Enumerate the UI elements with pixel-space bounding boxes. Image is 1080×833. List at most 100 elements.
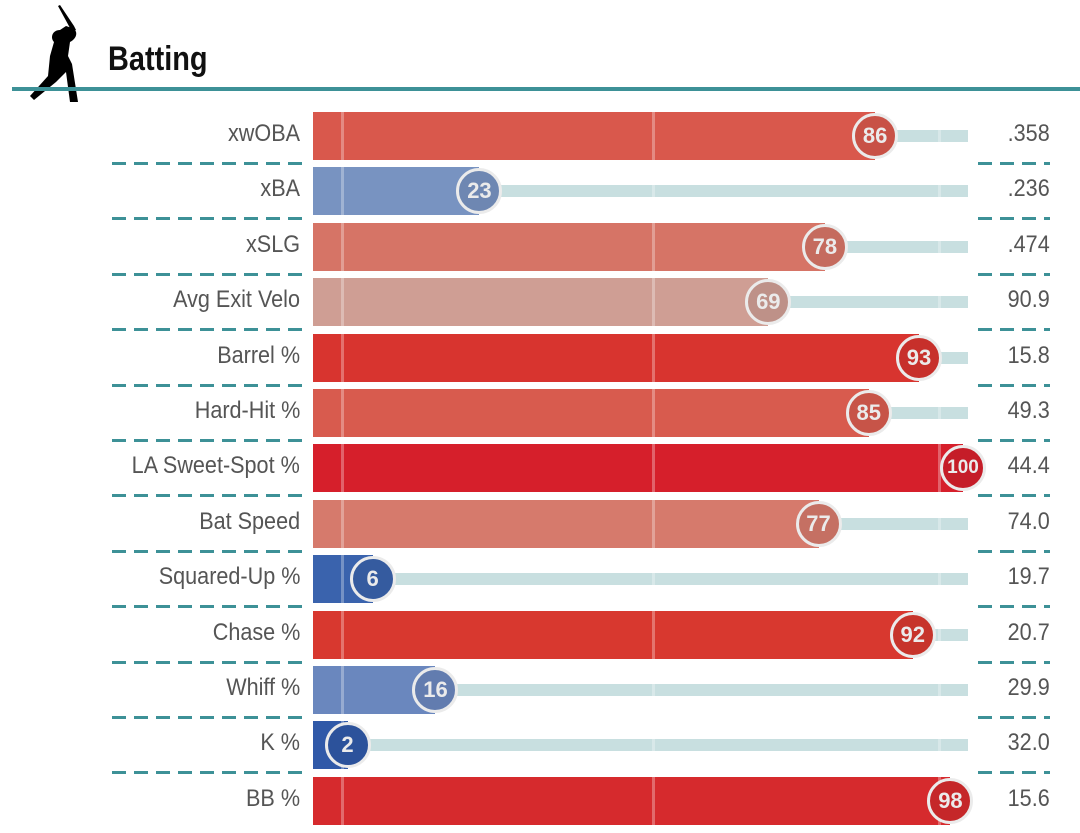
gridline [938, 167, 941, 216]
row-separator [978, 660, 1050, 664]
section-title: Batting [108, 40, 208, 78]
metric-value: 15.6 [1007, 784, 1050, 812]
percentile-track [868, 407, 968, 419]
percentile-track [818, 517, 968, 530]
percentile-track [479, 185, 968, 198]
gridline [652, 776, 655, 825]
metric-row: LA Sweet-Spot % 100 44.4 [0, 444, 1080, 500]
metric-label: Squared-Up % [158, 563, 300, 591]
row-separator [978, 328, 1050, 332]
metric-value: 32.0 [1007, 729, 1050, 757]
metric-row: Bat Speed 77 74.0 [0, 499, 1080, 556]
gridline [938, 555, 941, 604]
gridline [938, 666, 941, 714]
gridline [652, 333, 655, 382]
percentile-badge: 85 [845, 390, 892, 436]
metric-value: .474 [1007, 230, 1050, 258]
percentile-badge: 2 [324, 722, 371, 769]
metric-value: 19.7 [1007, 563, 1050, 591]
metric-value: 44.4 [1007, 452, 1050, 480]
percentile-badge: 93 [896, 334, 943, 381]
row-separator [978, 217, 1050, 221]
metric-label: Chase % [212, 618, 300, 646]
percentile-bar [313, 389, 869, 437]
gridline [938, 112, 941, 160]
gridline [341, 112, 344, 160]
gridline [652, 666, 655, 714]
row-separator [112, 162, 306, 165]
header-divider [12, 87, 1080, 91]
percentile-bar [313, 444, 963, 493]
gridline [938, 721, 941, 770]
percentile-badge: 6 [349, 556, 396, 603]
gridline [341, 278, 344, 327]
batter-silhouette-icon [30, 5, 78, 102]
percentile-badge: 100 [940, 445, 986, 492]
row-separator [112, 439, 306, 442]
metric-row: Avg Exit Velo 69 90.9 [0, 278, 1080, 334]
metric-label: BB % [245, 784, 300, 812]
row-separator [978, 162, 1050, 165]
percentile-badge: 16 [412, 667, 459, 713]
metric-label: Whiff % [225, 674, 300, 701]
metric-label: Avg Exit Velo [173, 286, 300, 314]
gridline [652, 721, 655, 770]
percentile-badge: 78 [801, 223, 848, 270]
metric-label: xBA [260, 175, 300, 203]
metric-value: 49.3 [1007, 397, 1050, 424]
row-separator [112, 494, 306, 498]
gridline [341, 776, 344, 825]
metric-label: Hard-Hit % [194, 397, 300, 424]
gridline [938, 499, 941, 548]
row-separator [978, 272, 1050, 276]
metric-row: Squared-Up % 6 19.7 [0, 555, 1080, 611]
gridline [938, 444, 941, 493]
percentile-bar [313, 499, 819, 548]
row-separator [978, 771, 1050, 775]
percentile-bar [313, 112, 876, 160]
gridline [938, 222, 941, 271]
gridline [341, 333, 344, 382]
gridline [652, 278, 655, 327]
row-separator [978, 605, 1050, 609]
row-separator [112, 660, 306, 664]
row-separator [112, 217, 306, 221]
metric-label: Barrel % [217, 341, 300, 369]
gridline [938, 610, 941, 659]
metric-value: 15.8 [1007, 341, 1050, 369]
metric-label: LA Sweet-Spot % [131, 452, 300, 480]
percentile-bar [313, 222, 825, 271]
gridline [938, 278, 941, 327]
gridline [341, 389, 344, 437]
gridline [341, 167, 344, 216]
percentile-track [875, 130, 968, 142]
gridline [341, 499, 344, 548]
row-separator [978, 716, 1050, 719]
gridline [938, 389, 941, 437]
row-separator [978, 439, 1050, 442]
gridline [652, 389, 655, 437]
metric-row: Hard-Hit % 85 49.3 [0, 389, 1080, 445]
metric-value: 90.9 [1007, 286, 1050, 314]
metric-value: 29.9 [1007, 674, 1050, 701]
metric-value: 74.0 [1007, 507, 1050, 535]
percentile-badge: 98 [927, 777, 974, 824]
metric-label: xwOBA [227, 120, 300, 147]
row-separator [112, 272, 306, 276]
gridline [341, 222, 344, 271]
gridline [652, 499, 655, 548]
percentile-badge: 23 [456, 168, 503, 215]
metric-row: K % 2 32.0 [0, 721, 1080, 777]
row-separator [978, 494, 1050, 498]
gridline [652, 167, 655, 216]
metric-row: Chase % 92 20.7 [0, 610, 1080, 667]
percentile-track [824, 240, 968, 253]
percentile-track [372, 573, 968, 586]
gridline [652, 555, 655, 604]
row-separator [112, 383, 306, 387]
gridline [341, 610, 344, 659]
row-separator [978, 549, 1050, 553]
gridline [652, 112, 655, 160]
percentile-bar [313, 333, 920, 382]
row-separator [112, 328, 306, 332]
